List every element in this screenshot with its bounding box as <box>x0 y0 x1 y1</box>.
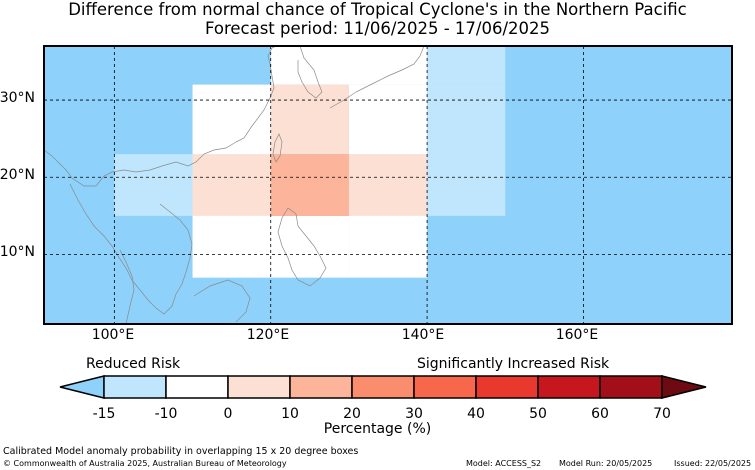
coastlines <box>44 46 425 324</box>
colorbar-tick: 50 <box>529 406 547 422</box>
anomaly-cell <box>270 46 428 85</box>
lon-tick-160e: 160°E <box>555 327 599 343</box>
colorbar-tick: -10 <box>154 406 178 422</box>
anomaly-cell <box>348 154 428 216</box>
colorbar-bin <box>289 375 353 399</box>
colorbar-tick: 60 <box>591 406 609 422</box>
lon-tick-140e: 140°E <box>401 327 445 343</box>
forecast-period: Forecast period: 11/06/2025 - 17/06/2025 <box>204 19 551 38</box>
colorbar-bin <box>351 375 415 399</box>
anomaly-cell <box>427 84 506 216</box>
footer-issued: Issued: 22/05/2025 <box>674 459 752 468</box>
lon-tick-120e: 120°E <box>246 327 290 343</box>
colorbar-tick: 70 <box>653 406 671 422</box>
anomaly-cell <box>427 46 506 85</box>
colorbar-label: Percentage (%) <box>323 421 432 437</box>
coastline-borneo <box>193 279 251 323</box>
coastline-philippines <box>277 207 327 287</box>
anomaly-cell <box>114 154 193 216</box>
colorbar-bin <box>599 375 663 399</box>
reduced-risk-label: Reduced Risk <box>86 356 181 372</box>
lon-tick-100e: 100°E <box>91 327 135 343</box>
chart-title: Difference from normal chance of Tropica… <box>68 0 687 19</box>
footer-model: Model: ACCESS_S2 <box>466 459 542 468</box>
colorbar-tick: 10 <box>281 406 299 422</box>
lat-tick-10n: 10°N <box>0 244 35 260</box>
coastline-indochina <box>69 183 193 315</box>
colorbar-bin <box>475 375 539 399</box>
colorbar-bin <box>165 375 229 399</box>
coastline-taiwan <box>272 133 283 163</box>
colorbar <box>59 375 707 399</box>
anomaly-cell <box>192 154 271 216</box>
colorbar-tick: 40 <box>467 406 485 422</box>
gridlines <box>44 46 732 324</box>
colorbar-under-triangle <box>59 375 105 399</box>
coastline-japan <box>329 46 425 109</box>
coastline-korea <box>297 46 323 99</box>
colorbar-bin <box>103 375 167 399</box>
anomaly-cells <box>114 46 506 278</box>
footer-description: Calibrated Model anomaly probability in … <box>3 446 359 457</box>
increased-risk-label: Significantly Increased Risk <box>417 356 610 372</box>
anomaly-cell <box>270 215 349 278</box>
anomaly-cell <box>270 84 349 155</box>
map-frame <box>43 45 733 325</box>
lat-tick-30n: 30°N <box>0 90 35 106</box>
anomaly-cell <box>270 154 349 216</box>
colorbar-bin <box>537 375 601 399</box>
coastline-china <box>44 46 277 187</box>
colorbar-bin <box>227 375 291 399</box>
lat-tick-20n: 20°N <box>0 167 35 183</box>
colorbar-tick: -15 <box>92 406 116 422</box>
coastline-malay <box>119 249 135 324</box>
colorbar-over-triangle <box>661 375 707 399</box>
colorbar-tick: 0 <box>223 406 233 422</box>
colorbar-tick: 20 <box>343 406 361 422</box>
colorbar-bin <box>413 375 477 399</box>
footer-copyright: © Commonwealth of Australia 2025, Austra… <box>3 459 287 468</box>
footer-model-run: Model Run: 20/05/2025 <box>559 459 653 468</box>
colorbar-tick: 30 <box>405 406 423 422</box>
